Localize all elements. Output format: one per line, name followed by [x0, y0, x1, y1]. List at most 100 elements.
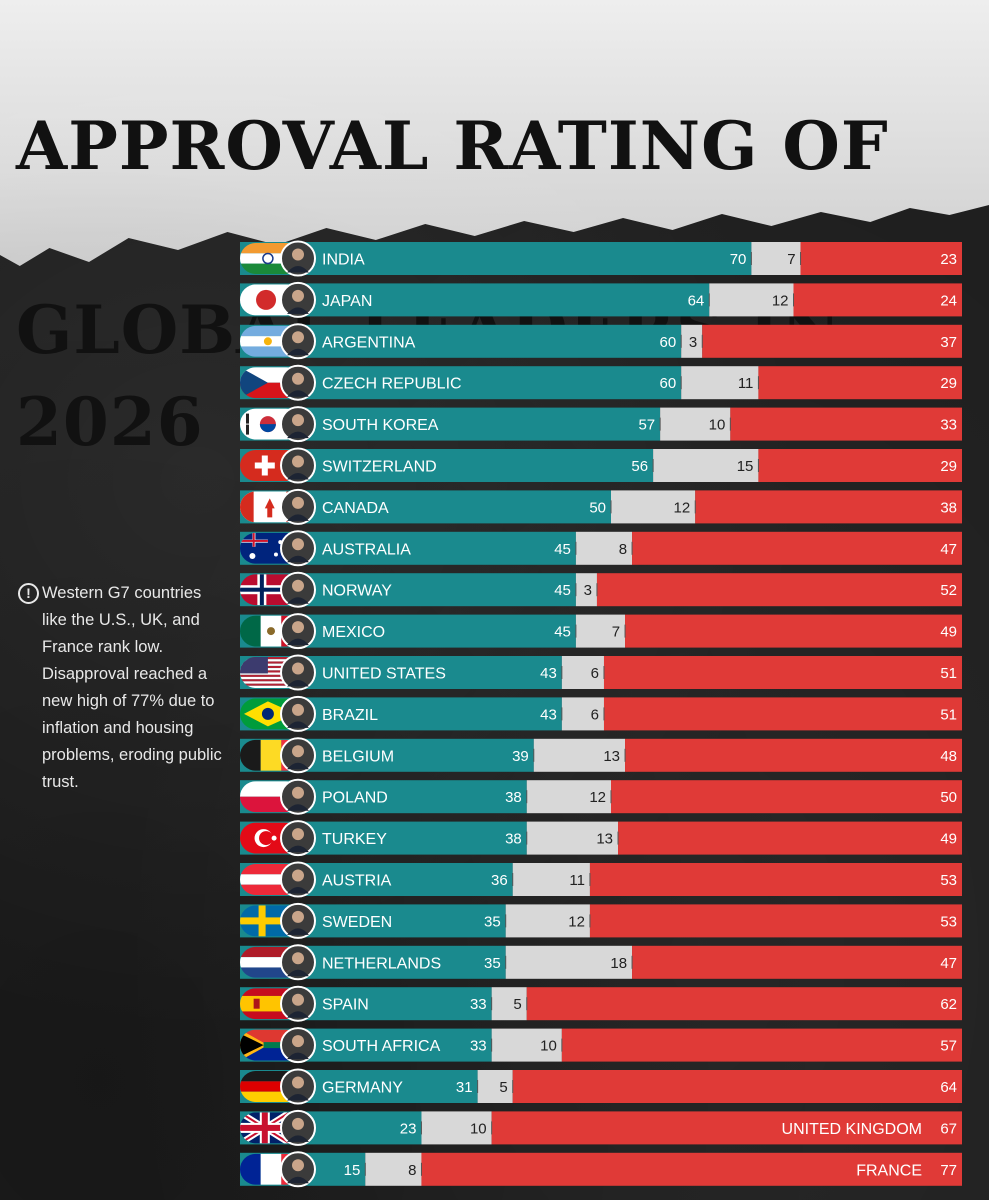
approve-value: 50: [589, 499, 606, 516]
avatar-head: [292, 538, 304, 551]
disapprove-bar: [421, 1152, 963, 1186]
avatar-head: [292, 1035, 304, 1048]
chart-row: NETHERLANDS 35 18 47: [240, 944, 962, 981]
country-label: CZECH REPUBLIC: [322, 376, 462, 393]
disapprove-value: 47: [940, 955, 957, 972]
avatar-head: [292, 289, 304, 302]
approve-value: 33: [470, 1038, 487, 1055]
country-label: MEXICO: [322, 624, 385, 641]
avatar-head: [292, 579, 304, 592]
country-label: JAPAN: [322, 293, 372, 310]
country-label: FRANCE: [856, 1162, 922, 1179]
approve-value: 31: [456, 1079, 473, 1096]
disapprove-value: 67: [940, 1120, 957, 1137]
approve-value: 60: [660, 334, 677, 351]
neutral-bar: [751, 242, 801, 275]
chart-row: SOUTH KOREA 57 10 33: [240, 406, 962, 443]
avatar-body: [287, 1052, 309, 1060]
neutral-value: 12: [772, 292, 789, 309]
disapprove-value: 29: [940, 458, 957, 475]
avatar-body: [287, 1135, 309, 1142]
uk-flag: [240, 1112, 302, 1144]
disapprove-bar: [632, 945, 962, 979]
disapprove-value: 53: [940, 872, 957, 889]
disapprove-value: 50: [940, 789, 957, 806]
chart-row: SWITZERLAND 56 15 29: [240, 447, 962, 484]
disapprove-bar: [800, 242, 962, 275]
disapprove-value: 52: [940, 582, 957, 599]
avatar-body: [287, 597, 309, 604]
avatar-body: [287, 928, 309, 935]
approve-value: 45: [554, 541, 571, 558]
avatar-head: [292, 1159, 304, 1172]
avatar-head: [292, 662, 304, 675]
disapprove-bar: [512, 1070, 962, 1103]
neutral-value: 10: [709, 417, 726, 434]
neutral-bar: [491, 987, 527, 1021]
neutral-value: 10: [470, 1120, 487, 1137]
neutral-bar: [505, 904, 590, 938]
approve-value: 35: [484, 913, 501, 930]
country-label: ARGENTINA: [322, 334, 416, 351]
neutral-bar: [505, 945, 633, 979]
country-label: SOUTH KOREA: [322, 417, 439, 434]
disapprove-bar: [589, 863, 962, 896]
neutral-value: 6: [591, 665, 599, 682]
avatar-head: [292, 414, 304, 427]
disapprove-value: 24: [940, 292, 957, 309]
neutral-bar: [526, 780, 611, 814]
chart-row: GERMANY 31 5 64: [240, 1068, 962, 1105]
netherlands-flag: [240, 946, 302, 978]
avatar-body: [287, 307, 309, 314]
neutral-value: 11: [569, 872, 585, 889]
approve-value: 38: [505, 831, 522, 848]
germany-flag: [240, 1071, 302, 1102]
approve-value: 56: [631, 458, 648, 475]
neutral-value: 5: [499, 1079, 507, 1096]
neutral-value: 13: [603, 748, 620, 765]
approve-value: 33: [470, 996, 487, 1013]
country-label: BELGIUM: [322, 748, 394, 765]
disapprove-bar: [618, 821, 962, 855]
neutral-value: 3: [584, 582, 592, 599]
chart-row: BRAZIL 43 6 51: [240, 695, 962, 732]
chart-row: AUSTRIA 36 11 53: [240, 861, 962, 898]
country-label: TURKEY: [322, 831, 387, 848]
avatar-body: [287, 431, 309, 439]
disapprove-value: 51: [940, 665, 957, 682]
avatar-body: [287, 348, 309, 356]
argentina-flag: [240, 325, 302, 357]
neutral-bar: [681, 324, 703, 358]
country-label: POLAND: [322, 790, 388, 807]
avatar-head: [292, 621, 304, 634]
avatar-body: [287, 1011, 309, 1018]
country-label: SWITZERLAND: [322, 459, 437, 476]
avatar-body: [287, 680, 309, 687]
country-label: SPAIN: [322, 997, 369, 1014]
avatar-head: [292, 455, 304, 468]
disapprove-value: 57: [940, 1038, 957, 1055]
avatar-head: [292, 496, 304, 509]
avatar-body: [287, 887, 309, 894]
avatar-head: [292, 1117, 304, 1130]
neutral-bar: [653, 449, 759, 482]
disapprove-bar: [695, 490, 962, 524]
neutral-value: 11: [738, 375, 754, 392]
approve-value: 45: [554, 582, 571, 599]
chart-row: POLAND 38 12 50: [240, 778, 962, 815]
approve-value: 60: [660, 375, 677, 392]
disapprove-bar: [491, 1111, 962, 1145]
neutral-value: 10: [540, 1038, 557, 1055]
disapprove-bar: [793, 283, 962, 317]
avatar-head: [292, 828, 304, 841]
chart-row: UNITED STATES 43 6 51: [240, 654, 962, 691]
chart-row: ARGENTINA 60 3 37: [240, 323, 962, 360]
avatar-head: [292, 331, 304, 344]
neutral-value: 6: [591, 706, 599, 723]
chart-row: CANADA 50 12 38: [240, 488, 962, 525]
disapprove-value: 38: [940, 499, 957, 516]
country-label: NORWAY: [322, 583, 392, 600]
chart-row: BELGIUM 39 13 48: [240, 737, 962, 774]
avatar-head: [292, 869, 304, 882]
approve-value: 64: [688, 292, 705, 309]
